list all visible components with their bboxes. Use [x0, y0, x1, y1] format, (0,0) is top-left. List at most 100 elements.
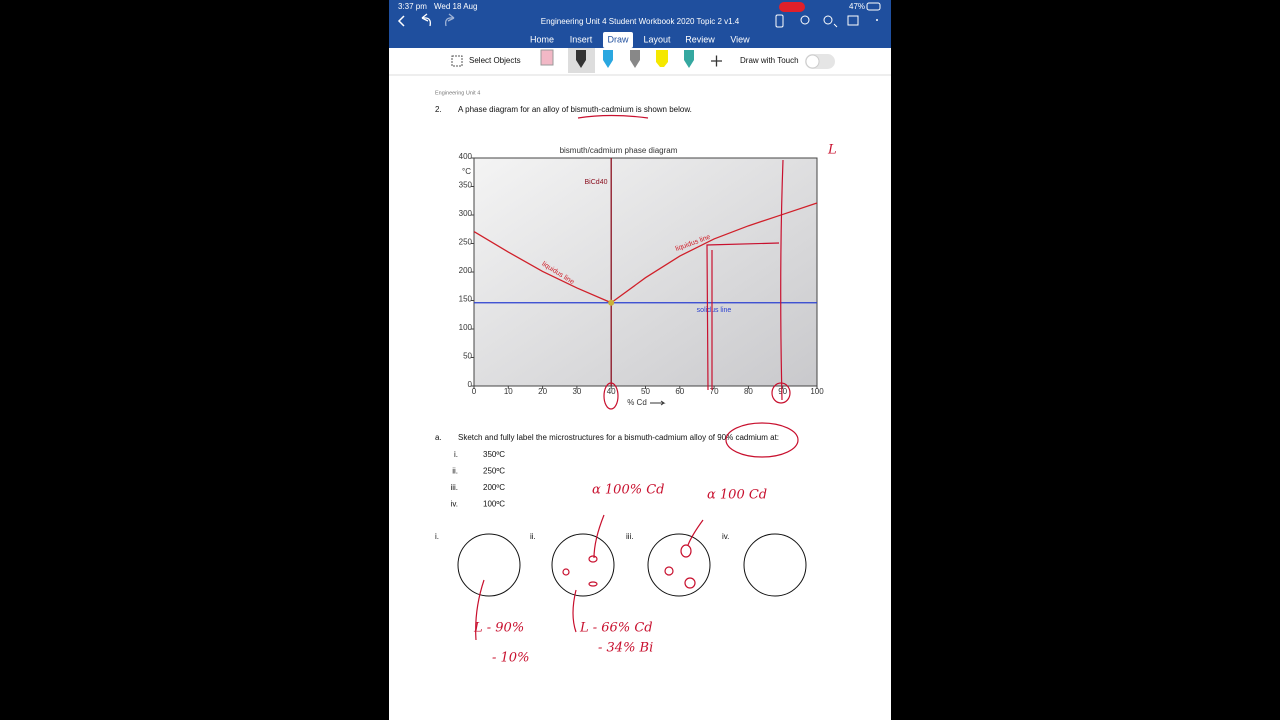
status-time: 3:37 pm — [398, 2, 427, 11]
series-line — [610, 202, 818, 304]
back-button[interactable] — [397, 15, 405, 27]
ink-vertical — [780, 159, 784, 401]
idea-button[interactable] — [800, 15, 810, 25]
x-tick-label: 0 — [472, 387, 477, 396]
ink-grain — [680, 544, 692, 558]
pen-red[interactable] — [576, 50, 586, 68]
y-tick-label: 0 — [468, 380, 473, 389]
tab-highlight — [603, 32, 633, 48]
ink-pointers — [475, 514, 704, 641]
item-label: iv. — [451, 500, 458, 509]
circle-label: iv. — [722, 532, 729, 541]
item-temp: 250ºC — [483, 467, 505, 476]
x-tick-label: 80 — [744, 387, 753, 396]
search-button[interactable] — [823, 15, 833, 25]
pencil[interactable] — [630, 50, 640, 68]
select-objects[interactable]: Select Objects — [469, 56, 521, 65]
item-label: ii. — [452, 467, 458, 476]
series-line — [473, 230, 612, 304]
x-tick-label: 100 — [810, 387, 824, 396]
chart-title: bismuth/cadmium phase diagram — [560, 146, 678, 155]
select-icon[interactable] — [451, 55, 463, 67]
ink-circle-90pct — [725, 422, 799, 458]
series-label: BiCd40 — [585, 179, 608, 186]
status-date: Wed 18 Aug — [434, 2, 477, 11]
ribbon-tab[interactable]: Insert — [570, 34, 593, 44]
x-tick-label: 50 — [641, 387, 650, 396]
ribbon-tab[interactable]: Review — [685, 34, 715, 44]
pen-blue[interactable] — [603, 50, 613, 68]
x-axis-arrow — [650, 400, 666, 406]
ink-tie-lines — [706, 242, 780, 391]
title-bar — [389, 0, 891, 48]
y-tick-label: 50 — [463, 352, 472, 361]
phase-diagram: bismuth/cadmium phase diagram05010015020… — [459, 146, 825, 407]
add-pen[interactable] — [711, 55, 722, 67]
y-tick-label: 150 — [459, 295, 473, 304]
ink-circle-40 — [603, 382, 619, 410]
microstructure-circle — [457, 533, 521, 597]
battery-icon — [866, 2, 881, 11]
handwriting: Lα 100% Cd α 100 Cd L - 90% - 10% L - 66% Cd… — [473, 143, 837, 666]
handwritten-note: L — [827, 143, 837, 158]
y-tick-label: 350 — [459, 181, 473, 190]
part-label: a. — [435, 433, 442, 442]
pen-teal[interactable] — [684, 50, 694, 68]
ribbon-tab[interactable]: Draw — [607, 34, 629, 44]
microstructure-circle — [647, 533, 711, 597]
handwritten-note: - 10% — [492, 651, 529, 666]
ribbon-tab[interactable]: View — [730, 34, 750, 44]
eraser[interactable] — [540, 49, 554, 66]
handwritten-note: L - 66% Cd — [579, 621, 653, 636]
x-tick-label: 10 — [504, 387, 513, 396]
share-button[interactable] — [847, 15, 859, 26]
eutectic-point — [608, 299, 615, 306]
toggle-knob — [805, 54, 820, 69]
microstructure-circles: i. ii. iii. iv. — [435, 532, 807, 597]
ink-circle-90 — [771, 382, 791, 404]
question-text: A phase diagram for an alloy of bismuth-… — [458, 105, 692, 114]
y-unit: °C — [462, 167, 471, 176]
x-tick-label: 30 — [572, 387, 581, 396]
redo-button[interactable] — [445, 13, 455, 27]
ink-annotations — [475, 114, 799, 641]
handwritten-note: - 34% Bi — [598, 641, 653, 656]
question-number: 2. — [435, 105, 442, 114]
highlighter[interactable] — [656, 50, 668, 67]
device-button[interactable] — [775, 14, 784, 28]
x-axis-label: % Cd — [627, 398, 647, 407]
y-tick-label: 400 — [459, 152, 473, 161]
item-temp: 200ºC — [483, 483, 505, 492]
ink-grain — [684, 577, 696, 589]
handwritten-note: α 100% Cd — [592, 483, 664, 498]
ink-underline — [577, 114, 649, 119]
circle-label: iii. — [626, 532, 634, 541]
y-tick-label: 300 — [459, 209, 473, 218]
undo-button[interactable] — [421, 13, 431, 27]
search-handle — [833, 23, 838, 28]
x-tick-label: 60 — [675, 387, 684, 396]
ink-grain — [588, 555, 598, 563]
more-button[interactable] — [876, 19, 878, 21]
ink-grain — [588, 581, 598, 587]
x-tick-label: 90 — [778, 387, 787, 396]
series-label: solidus line — [697, 307, 732, 314]
y-tick-label: 100 — [459, 323, 473, 332]
status-battery: 47% — [849, 2, 865, 11]
microstructure-circle — [743, 533, 807, 597]
ink-grain — [562, 568, 570, 576]
handwritten-note: L - 90% — [473, 621, 524, 636]
microstructure-circle — [551, 533, 615, 597]
ribbon-tab[interactable]: Home — [530, 34, 554, 44]
record-indicator — [779, 2, 805, 12]
y-tick-label: 200 — [459, 266, 473, 275]
y-tick-label: 250 — [459, 238, 473, 247]
document-title: Engineering Unit 4 Student Workbook 2020… — [541, 17, 740, 26]
circle-label: ii. — [530, 532, 536, 541]
ribbon-tab[interactable]: Layout — [643, 34, 671, 44]
plot-area — [473, 157, 818, 387]
item-label: iii. — [450, 483, 458, 492]
item-label: i. — [454, 450, 458, 459]
